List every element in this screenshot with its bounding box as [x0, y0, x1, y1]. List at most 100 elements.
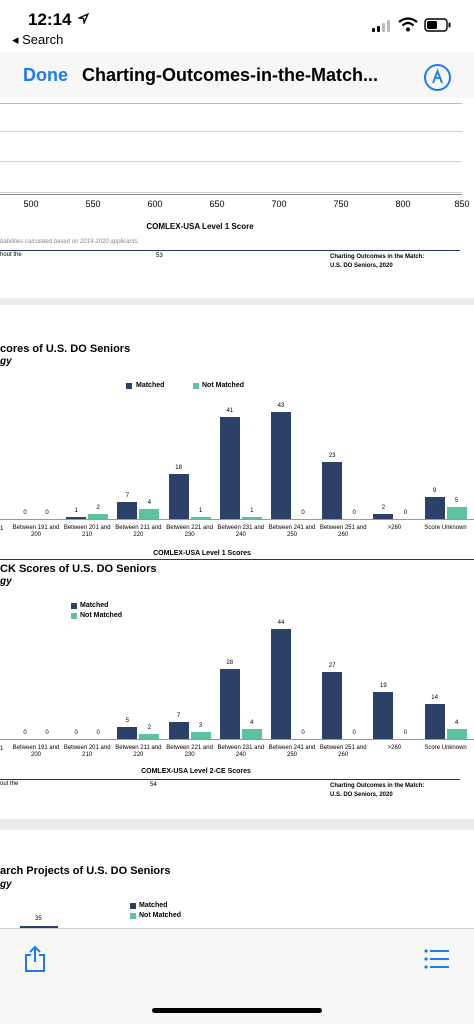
category-label: Between 231 and 240: [217, 525, 265, 538]
footer-right-text: Charting Outcomes in the Match: U.S. DO …: [330, 253, 424, 271]
bar-value-label: 0: [352, 510, 356, 516]
done-button[interactable]: Done: [23, 65, 68, 85]
bar-value-label: 14: [431, 695, 438, 702]
chart2-title: CK Scores of U.S. DO Seniors: [0, 563, 157, 575]
category-label: >260: [387, 745, 402, 751]
category-label: Between 191 and 200: [12, 525, 60, 538]
document-title: Charting-Outcomes-in-the-Match...: [82, 65, 378, 85]
bar-value-label: 23: [328, 452, 336, 459]
bar-value-label: 0: [403, 730, 408, 736]
category-label: Between 221 and 230: [166, 525, 213, 538]
bar-not-matched: [446, 506, 467, 519]
bar-value-label: 0: [96, 730, 100, 736]
x-tick-label: 850: [454, 199, 470, 209]
chart3-subtitle: gy: [0, 879, 12, 890]
bar-not-matched: [190, 731, 211, 739]
bar-value-label: 5: [125, 717, 130, 724]
chart1-partial-label: 1: [0, 526, 4, 532]
pdf-page-55: arch Projects of U.S. DO Seniors gy Matc…: [0, 830, 474, 928]
bar-matched: [219, 669, 240, 739]
bar-matched: [20, 926, 58, 928]
location-arrow-icon: [76, 12, 90, 27]
bar-value-label: 35: [35, 916, 42, 922]
battery-icon: [424, 18, 452, 37]
bar-matched: [168, 721, 189, 739]
page-number: 53: [156, 253, 163, 259]
x-axis-line: [0, 739, 474, 740]
x-tick-label: 500: [23, 199, 39, 209]
bar-matched: [424, 496, 445, 519]
back-to-search-link[interactable]: ◂ Search: [12, 32, 64, 47]
page-number: 54: [150, 782, 157, 788]
footer-line: U.S. DO Seniors, 2020: [330, 263, 393, 269]
legend-not-matched-swatch: [130, 913, 136, 919]
x-tick-label: 750: [333, 199, 349, 209]
pdf-page-53: 500 550 600 650 700 750 800 850 COMLEX-U…: [0, 98, 474, 298]
bar-value-label: 27: [328, 662, 336, 669]
legend-not-matched-label: Not Matched: [202, 382, 244, 389]
chart1-plot: 0 0 Between 191 and 200 1 2 Between 201 and 2…: [0, 395, 474, 555]
bar-value-label: 1: [250, 507, 254, 514]
bar-value-label: 7: [125, 492, 130, 499]
bar-value-label: 1: [74, 507, 78, 514]
bar-not-matched: [88, 514, 109, 519]
bar-matched: [168, 474, 189, 519]
bar-value-label: 7: [176, 712, 181, 719]
bar-value-label: 41: [226, 407, 234, 414]
bar-value-label: 2: [381, 505, 386, 512]
chart2-axis-title: COMLEX-USA Level 2-CE Scores: [141, 768, 251, 775]
legend-matched-swatch: [130, 903, 136, 909]
footer-line: Charting Outcomes in the Match:: [330, 254, 425, 260]
bar-matched: [271, 629, 291, 739]
bar-value-label: 0: [74, 730, 78, 736]
bar-value-label: 18: [175, 465, 182, 472]
share-icon[interactable]: [23, 945, 47, 978]
category-label: Between 241 and 250: [268, 525, 316, 538]
bar-matched: [66, 516, 87, 519]
category-label: Score Unknown: [424, 525, 467, 531]
chart2-subtitle: gy: [0, 576, 12, 587]
bar-value-label: 0: [45, 730, 49, 736]
outline-list-icon[interactable]: [424, 948, 450, 975]
category-label: Between 211 and 220: [115, 525, 162, 538]
home-indicator: [152, 1008, 322, 1013]
cellular-signal-icon: [372, 20, 392, 32]
navigation-bar: [0, 52, 474, 98]
bar-not-matched: [139, 509, 160, 519]
bar-not-matched: [241, 516, 262, 519]
bar-value-label: 9: [432, 487, 437, 494]
category-label: Between 251 and 260: [319, 525, 367, 538]
bar-not-matched: [241, 729, 262, 739]
category-label: Score Unknown: [424, 745, 467, 751]
bar-value-label: 0: [301, 730, 305, 736]
wifi-icon: [398, 17, 418, 37]
bar-value-label: 43: [277, 402, 285, 409]
bar-value-label: 44: [277, 620, 285, 627]
chart2-partial-label: 1: [0, 746, 4, 752]
bar-value-label: 3: [198, 722, 203, 729]
legend-matched-label: Matched: [80, 602, 109, 609]
bar-not-matched: [446, 729, 467, 739]
axis-title: COMLEX-USA Level 1 Score: [146, 222, 254, 231]
bar-value-label: 2: [96, 505, 100, 512]
category-label: Between 241 and 250: [268, 745, 316, 758]
category-label: Between 211 and 220: [115, 745, 162, 758]
bar-value-label: 1: [198, 507, 203, 514]
markup-pen-icon[interactable]: [424, 64, 451, 91]
category-label: Between 231 and 240: [217, 745, 265, 758]
category-label: Between 221 and 230: [166, 745, 213, 758]
legend-matched-label: Matched: [139, 902, 168, 909]
category-label: Between 201 and 210: [63, 745, 111, 758]
pdf-page-54: cores of U.S. DO Seniors gy Matched Not …: [0, 305, 474, 819]
x-tick-label: 650: [209, 199, 225, 209]
bar-matched: [219, 416, 240, 519]
bar-matched: [424, 704, 445, 739]
bar-not-matched: [190, 516, 211, 519]
footer-left-text: out the: [0, 781, 19, 787]
bar-value-label: 0: [23, 730, 27, 736]
chart1-subtitle: gy: [0, 356, 12, 367]
bar-value-label: 4: [454, 720, 459, 727]
legend-not-matched-label: Not Matched: [139, 912, 181, 919]
legend-matched-label: Matched: [136, 382, 165, 389]
chart1-axis-title: COMLEX-USA Level 1 Scores: [153, 550, 251, 557]
